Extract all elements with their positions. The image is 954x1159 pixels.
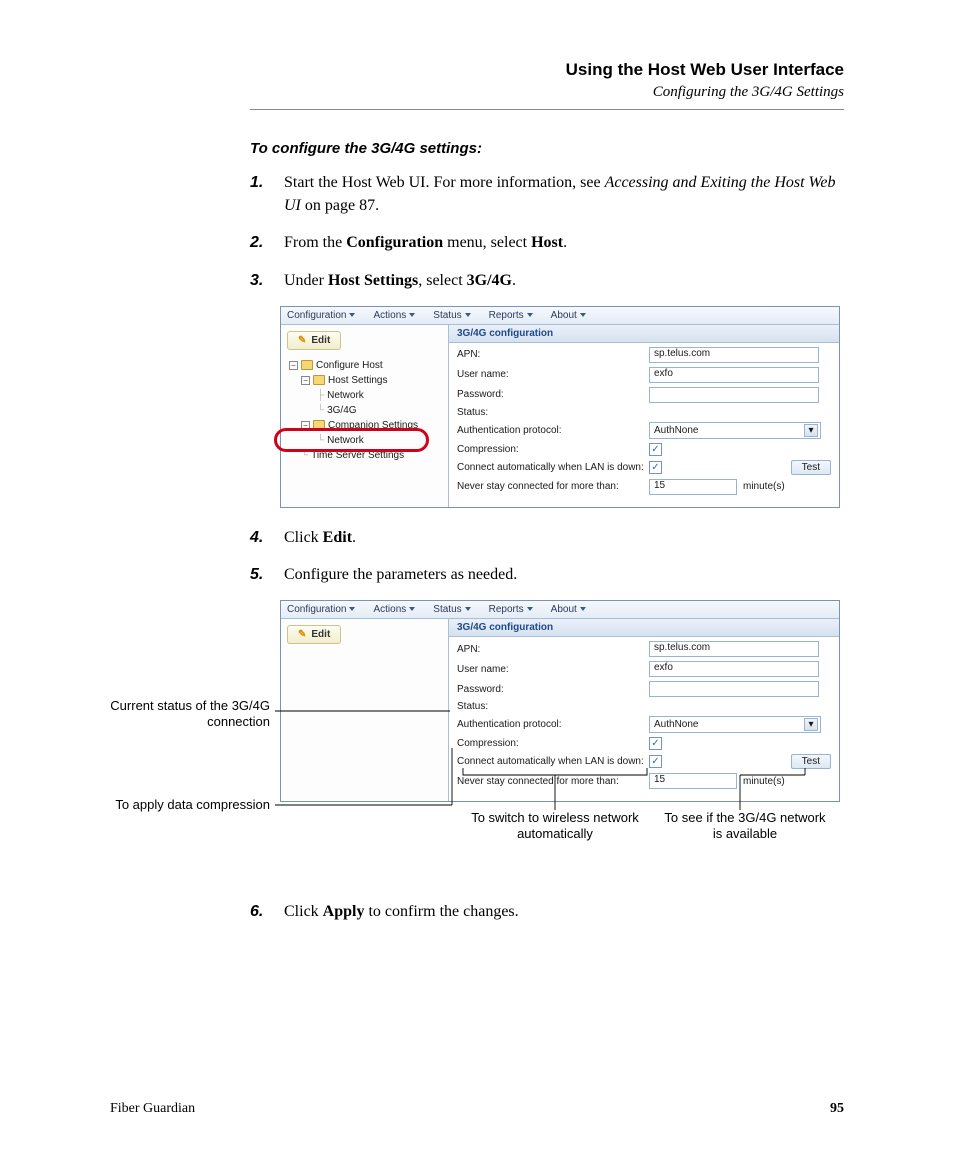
minutes-input[interactable]: 15 [649,773,737,789]
step-number: 6. [250,900,270,923]
page-footer: Fiber Guardian 95 [110,1101,844,1117]
step-number: 5. [250,563,270,586]
tree-3g4g[interactable]: └3G/4G [281,403,448,418]
menu-actions[interactable]: Actions [373,310,415,321]
minutes-unit: minute(s) [743,481,785,492]
password-input[interactable] [649,387,819,403]
pencil-icon: ✎ [298,629,306,640]
never-label: Never stay connected for more than: [457,776,649,787]
tree-time-server[interactable]: └Time Server Settings [281,448,448,463]
password-input[interactable] [649,681,819,697]
apn-label: APN: [457,349,649,360]
password-label: Password: [457,389,649,400]
menu-about[interactable]: About [551,604,586,615]
minus-icon: − [289,361,298,370]
tree-network-2[interactable]: └Network [281,433,448,448]
step-number: 3. [250,269,270,292]
folder-icon [313,375,325,385]
compression-label: Compression: [457,444,649,455]
edit-button[interactable]: ✎ Edit [287,331,341,350]
screenshot-2: Configuration Actions Status Reports Abo… [280,600,840,802]
section-lead: To configure the 3G/4G settings: [250,140,844,157]
test-button[interactable]: Test [791,754,831,769]
minus-icon: − [301,421,310,430]
menu-reports[interactable]: Reports [489,604,533,615]
screenshot-1: Configuration Actions Status Reports Abo… [280,306,840,508]
menubar: Configuration Actions Status Reports Abo… [281,601,839,619]
menu-configuration[interactable]: Configuration [287,310,355,321]
menu-actions[interactable]: Actions [373,604,415,615]
folder-icon [313,420,325,430]
username-input[interactable]: exfo [649,367,819,383]
username-label: User name: [457,664,649,675]
tree-configure-host[interactable]: −Configure Host [281,358,448,373]
chevron-down-icon: ▾ [804,718,818,731]
tree-network[interactable]: ├Network [281,388,448,403]
panel-title: 3G/4G configuration [449,325,839,343]
step-number: 1. [250,171,270,217]
step-2: 2. From the Configuration menu, select H… [250,231,844,254]
menu-status[interactable]: Status [433,310,470,321]
status-label: Status: [457,407,649,418]
panel-title: 3G/4G configuration [449,619,839,637]
username-label: User name: [457,369,649,380]
auth-select[interactable]: AuthNone▾ [649,716,821,733]
apn-input[interactable]: sp.telus.com [649,641,819,657]
username-input[interactable]: exfo [649,661,819,677]
test-button[interactable]: Test [791,460,831,475]
tree-host-settings[interactable]: −Host Settings [281,373,448,388]
autoconnect-checkbox[interactable]: ✓ [649,461,662,474]
compression-checkbox[interactable]: ✓ [649,737,662,750]
config-form: APN:sp.telus.com User name:exfo Password… [449,637,839,801]
status-label: Status: [457,701,649,712]
callout-wireless: To switch to wireless network automatica… [470,810,640,843]
compression-label: Compression: [457,738,649,749]
autoconnect-label: Connect automatically when LAN is down: [457,462,649,473]
autoconnect-checkbox[interactable]: ✓ [649,755,662,768]
callout-test: To see if the 3G/4G network is available [660,810,830,843]
edit-button[interactable]: ✎ Edit [287,625,341,644]
page-header-title: Using the Host Web User Interface [110,60,844,80]
auth-select[interactable]: AuthNone▾ [649,422,821,439]
auth-label: Authentication protocol: [457,719,649,730]
step-number: 2. [250,231,270,254]
autoconnect-label: Connect automatically when LAN is down: [457,756,649,767]
config-form: APN:sp.telus.com User name:exfo Password… [449,343,839,507]
step-1: 1. Start the Host Web UI. For more infor… [250,171,844,217]
step-3: 3. Under Host Settings, select 3G/4G. [250,269,844,292]
tree-companion-settings[interactable]: −Companion Settings [281,418,448,433]
never-label: Never stay connected for more than: [457,481,649,492]
minutes-input[interactable]: 15 [649,479,737,495]
step-number: 4. [250,526,270,549]
auth-label: Authentication protocol: [457,425,649,436]
apn-input[interactable]: sp.telus.com [649,347,819,363]
compression-checkbox[interactable]: ✓ [649,443,662,456]
apn-label: APN: [457,644,649,655]
minus-icon: − [301,376,310,385]
menu-status[interactable]: Status [433,604,470,615]
step-6: 6. Click Apply to confirm the changes. [250,900,844,923]
pencil-icon: ✎ [298,335,306,346]
callout-compression: To apply data compression [85,797,270,813]
step-4: 4. Click Edit. [250,526,844,549]
callout-status: Current status of the 3G/4G connection [85,698,270,731]
footer-page-number: 95 [830,1101,844,1117]
minutes-unit: minute(s) [743,776,785,787]
menu-about[interactable]: About [551,310,586,321]
footer-product: Fiber Guardian [110,1101,195,1117]
chevron-down-icon: ▾ [804,424,818,437]
step-5: 5. Configure the parameters as needed. [250,563,844,586]
password-label: Password: [457,684,649,695]
nav-tree: −Configure Host −Host Settings ├Network … [281,356,448,469]
header-rule [250,109,844,110]
page-header-subtitle: Configuring the 3G/4G Settings [110,84,844,101]
menu-configuration[interactable]: Configuration [287,604,355,615]
folder-icon [301,360,313,370]
menu-reports[interactable]: Reports [489,310,533,321]
menubar: Configuration Actions Status Reports Abo… [281,307,839,325]
